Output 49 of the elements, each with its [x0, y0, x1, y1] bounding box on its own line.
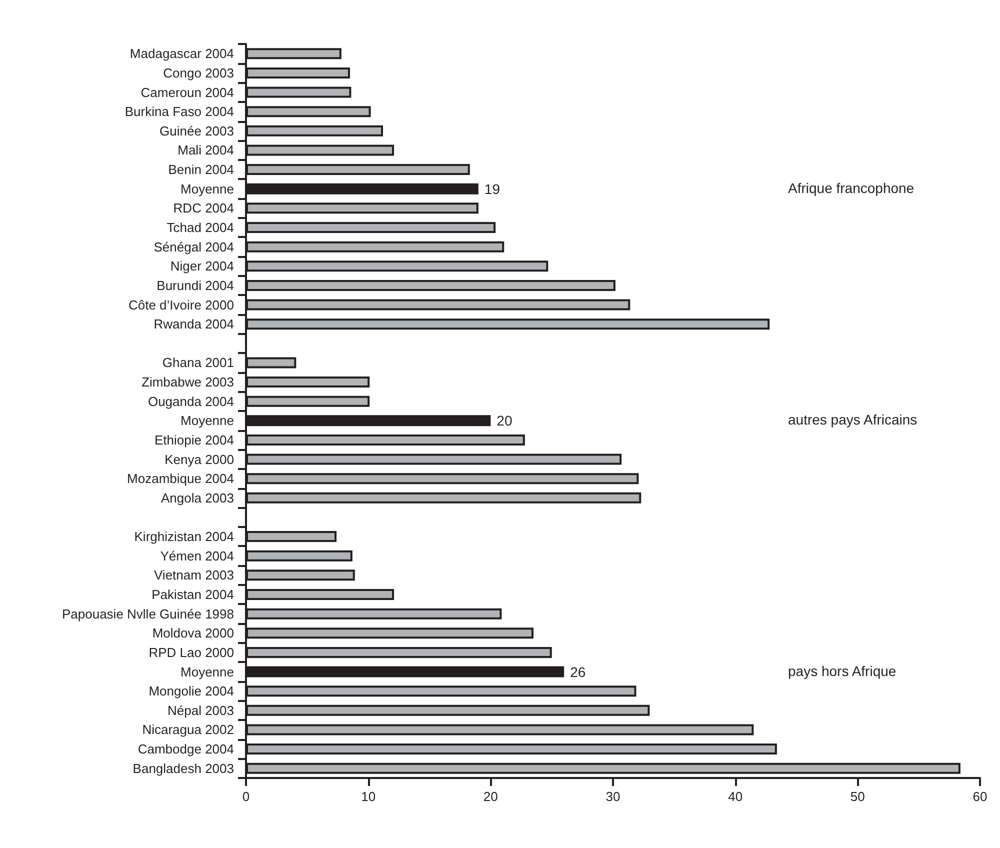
- y-tick-label: Ghana 2001: [162, 355, 234, 370]
- y-tick-label: Mongolie 2004: [148, 684, 234, 699]
- x-tick-label: 10: [361, 789, 376, 804]
- y-tick-label: Bangladesh 2003: [132, 760, 234, 776]
- y-tick-label: Nicaragua 2002: [142, 722, 234, 738]
- y-tick-label: Congo 2003: [163, 65, 234, 80]
- y-tick-label: Madagascar 2004: [130, 46, 234, 62]
- annotation: autres pays Africains: [788, 412, 918, 428]
- y-tick-label: Mozambique 2004: [127, 471, 234, 486]
- y-tick-label: Côte d’Ivoire 2000: [128, 297, 234, 312]
- y-tick-label: Moyenne: [180, 181, 234, 196]
- y-tick-label: Moldova 2000: [152, 626, 234, 641]
- y-tick-label: Papouasie Nvlle Guinée 1998: [62, 606, 234, 622]
- y-tick-label: Benin 2004: [168, 162, 234, 178]
- y-tick-label: Burundi 2004: [156, 278, 234, 293]
- data-label: 20: [496, 412, 512, 429]
- y-tick-label: Guinée 2003: [160, 123, 234, 138]
- x-tick-label: 40: [728, 789, 743, 804]
- y-tick-label: Angola 2003: [160, 490, 234, 506]
- data-label: 26: [570, 664, 586, 680]
- y-tick-label: RPD Lao 2000: [148, 644, 234, 660]
- y-tick-label: Burkina Faso 2004: [124, 104, 234, 120]
- y-tick-label: Kirghizistan 2004: [134, 529, 234, 544]
- y-tick-label: Cameroun 2004: [140, 84, 234, 100]
- y-tick-label: Zimbabwe 2003: [142, 374, 234, 390]
- x-tick-label: 60: [972, 789, 988, 804]
- y-tick-label: Moyenne: [180, 413, 234, 428]
- y-tick-label: Ouganda 2004: [148, 394, 234, 409]
- y-tick-label: Yémen 2004: [160, 548, 234, 564]
- y-tick-label: Pakistan 2004: [152, 587, 234, 602]
- y-tick-label: Tchad 2004: [166, 220, 234, 235]
- y-tick-label: Kenya 2000: [164, 452, 234, 467]
- y-tick-label: Niger 2004: [170, 258, 234, 274]
- y-tick-label: Moyenne: [180, 664, 234, 680]
- x-tick-label: 30: [606, 789, 620, 804]
- y-tick-label: Mali 2004: [178, 142, 234, 158]
- annotation: pays hors Afrique: [788, 662, 896, 679]
- y-tick-label: Vietnam 2003: [154, 568, 234, 583]
- x-tick-label: 0: [242, 789, 250, 804]
- x-tick-label: 20: [483, 789, 498, 804]
- y-tick-label: RDC 2004: [173, 200, 234, 216]
- annotation: Afrique francophone: [788, 180, 914, 196]
- y-tick-label: Népal 2003: [168, 702, 234, 718]
- data-label: 19: [484, 180, 500, 197]
- y-tick-label: Cambodge 2004: [138, 742, 234, 757]
- x-tick-label: 50: [850, 789, 865, 804]
- y-tick-label: Sénégal 2004: [154, 239, 234, 254]
- y-tick-label: Ethiopie 2004: [154, 432, 234, 448]
- y-tick-label: Rwanda 2004: [154, 316, 234, 332]
